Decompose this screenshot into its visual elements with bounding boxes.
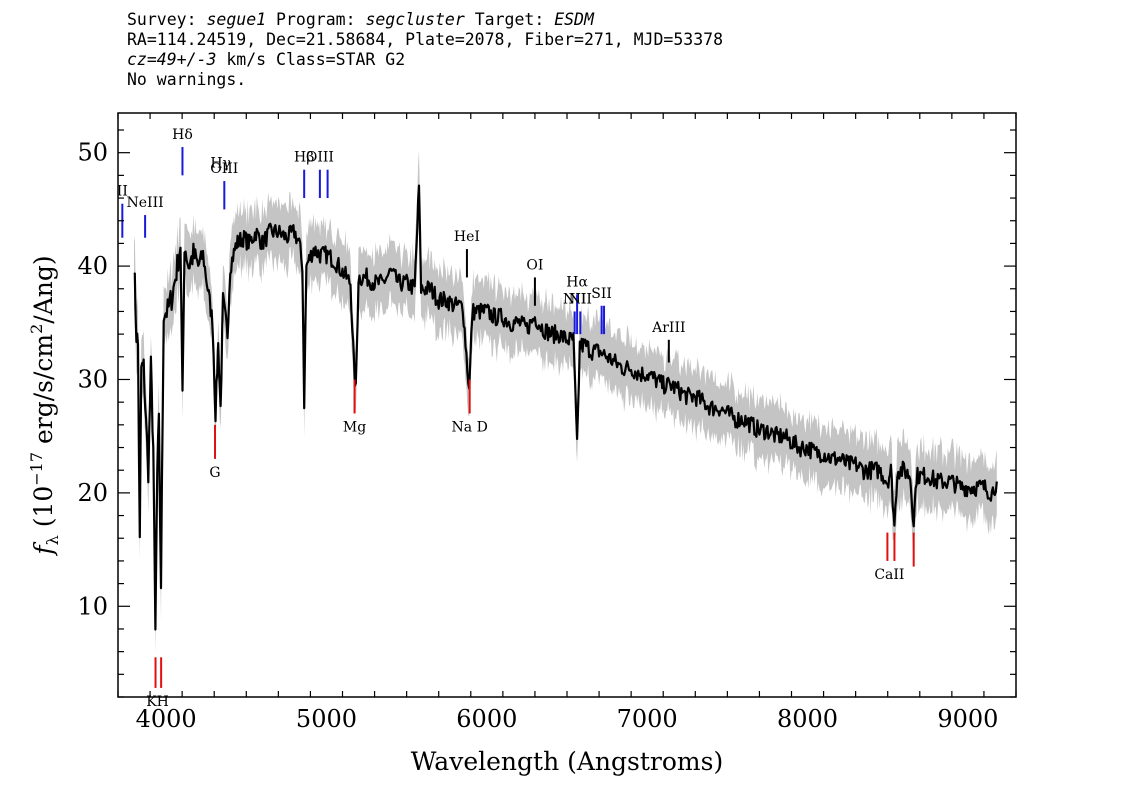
- spectrum-header: Survey: segue1 Program: segcluster Targe…: [127, 10, 723, 90]
- emission-line-label: OIII: [210, 161, 238, 177]
- emission-line-label: HeI: [454, 229, 480, 245]
- emission-line-label: ArIII: [651, 320, 685, 336]
- absorption-line-label: G: [209, 465, 220, 481]
- flux-line: [133, 184, 998, 631]
- y-tick-label: 50: [77, 139, 108, 167]
- y-tick-label: 20: [77, 479, 108, 507]
- flux-layer: [133, 184, 998, 631]
- y-tick-label: 10: [77, 592, 108, 620]
- emission-line-label: SII: [591, 286, 612, 302]
- emission-line-label: II: [117, 184, 128, 200]
- y-axis-label-pre: (10: [29, 486, 58, 536]
- survey-value: segue1: [206, 10, 267, 29]
- x-axis: 4000 5000 6000 7000 8000 9000: [117, 113, 1017, 733]
- x-axis-label: Wavelength (Angstroms): [411, 747, 723, 776]
- emission-line-label: OI: [526, 257, 543, 273]
- emission-line-label: NII: [569, 291, 592, 307]
- x-tick-label: 5000: [296, 705, 357, 733]
- y-axis: 10 20 30 40 50: [77, 129, 1016, 698]
- y-axis-label-sub: λ: [43, 535, 62, 545]
- y-tick-label: 30: [77, 365, 108, 393]
- y-axis-label-exp1: −17: [27, 452, 46, 486]
- cz-value: cz=49+/-3: [127, 50, 217, 69]
- emission-line-label: Hβ: [294, 150, 314, 166]
- target-value: ESDM: [554, 10, 594, 29]
- header-line-redshift: cz=49+/-3 km/s Class=STAR G2: [127, 50, 723, 70]
- survey-label: Survey:: [127, 10, 207, 29]
- x-tick-label: 9000: [937, 705, 998, 733]
- y-tick-label: 40: [77, 252, 108, 280]
- emission-line-label: Hγ: [210, 155, 231, 171]
- plot-frame: [117, 112, 1017, 698]
- emission-line-label: NeIII: [127, 195, 164, 211]
- x-tick-label: 8000: [777, 705, 838, 733]
- header-line-survey: Survey: segue1 Program: segcluster Targe…: [127, 10, 723, 30]
- absorption-line-label: KH: [146, 694, 169, 710]
- x-tick-label: 6000: [456, 705, 517, 733]
- x-tick-label: 4000: [136, 705, 197, 733]
- x-tick-label: 7000: [617, 705, 678, 733]
- emission-line-label: Hα: [566, 274, 588, 290]
- flux-error-band: [134, 150, 997, 654]
- emission-line-label: OIII: [306, 150, 334, 166]
- absorption-line-label: Na D: [452, 420, 488, 436]
- y-axis-label-mid: erg/s/cm: [29, 334, 58, 452]
- program-label: Program:: [266, 10, 366, 29]
- emission-line-label: Hδ: [172, 127, 193, 143]
- emission-line-label: NII: [563, 291, 586, 307]
- absorption-line-label: Mg: [343, 420, 366, 436]
- header-line-coordinates: RA=114.24519, Dec=21.58684, Plate=2078, …: [127, 30, 724, 49]
- class-text: km/s Class=STAR G2: [216, 50, 406, 69]
- absorption-line-label: CaII: [874, 567, 904, 583]
- y-axis-label-exp2: 2: [27, 324, 46, 334]
- y-axis-label-f: f: [29, 542, 58, 557]
- y-axis-label: fλ (10−17 erg/s/cm2/Ang): [27, 255, 62, 556]
- target-label: Target:: [464, 10, 555, 29]
- program-value: segcluster: [365, 10, 465, 29]
- y-axis-label-post: /Ang): [29, 255, 58, 323]
- header-line-warnings: No warnings.: [127, 70, 247, 89]
- error-band-layer: [134, 150, 997, 654]
